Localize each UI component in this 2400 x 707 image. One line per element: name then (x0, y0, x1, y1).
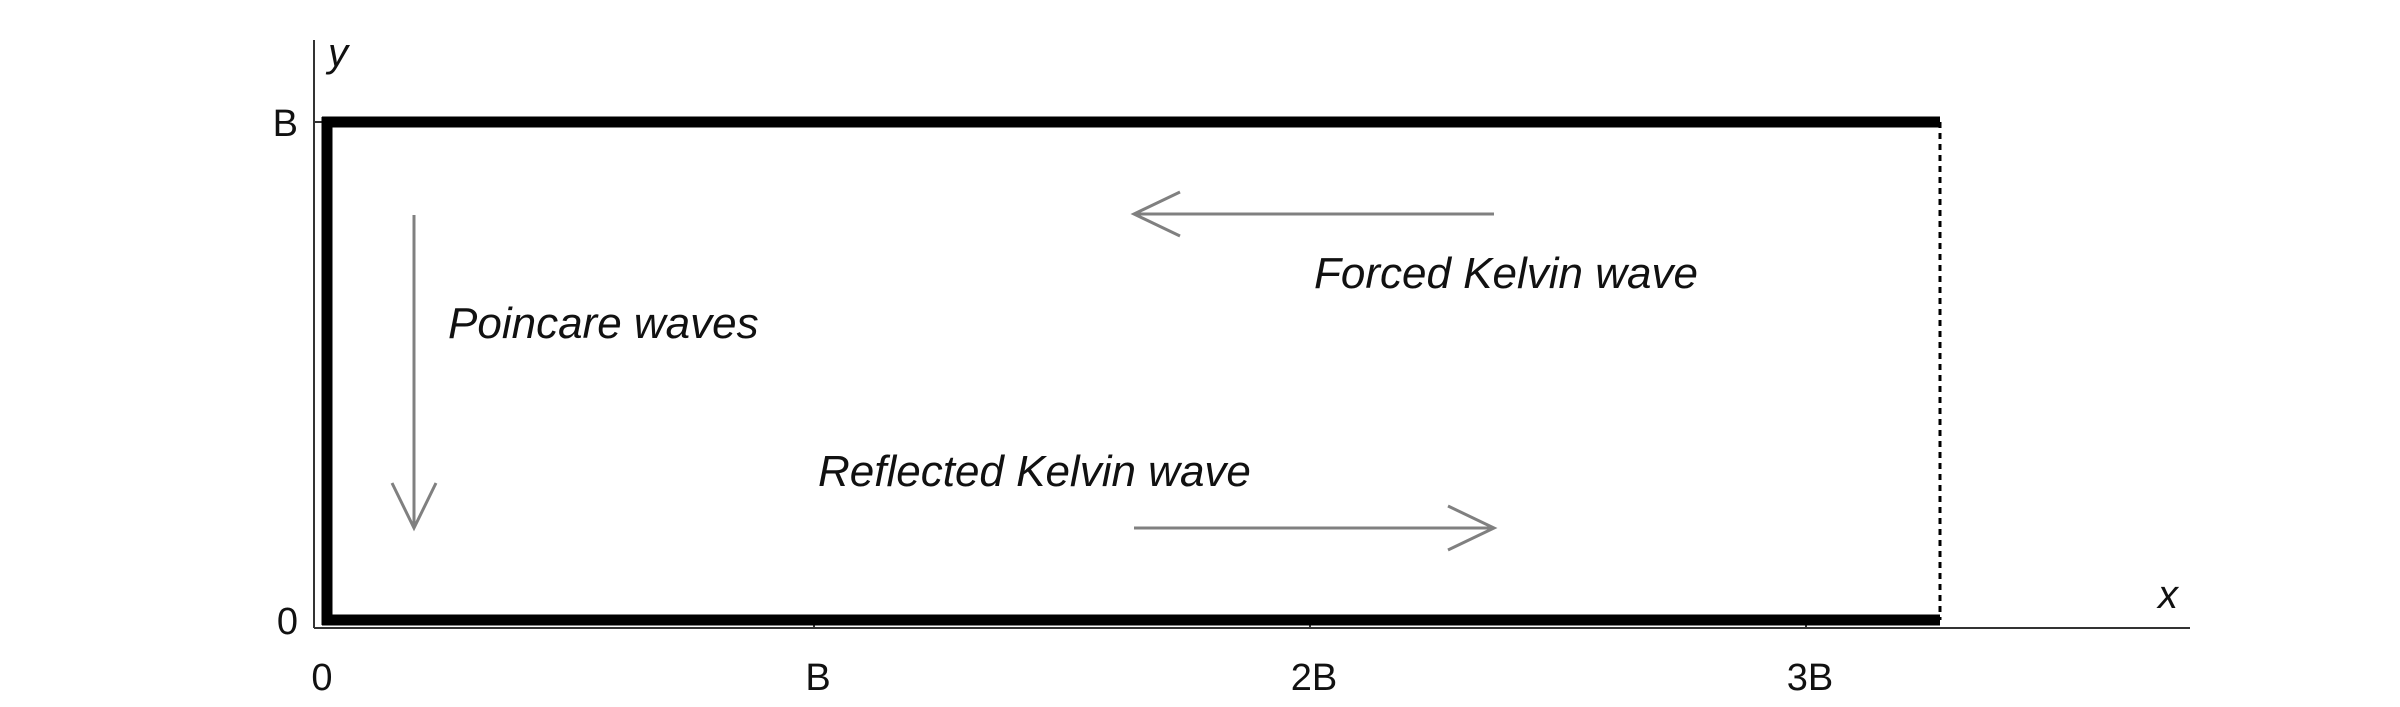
reflected-kelvin-wave-label: Reflected Kelvin wave (818, 447, 1251, 496)
reflected-kelvin-arrow (1134, 504, 1498, 552)
x-tick-label-0: 0 (311, 657, 332, 699)
x-tick-label-3b: 3B (1787, 657, 1833, 699)
x-tick-label-2b: 2B (1291, 657, 1337, 699)
y-axis-name: y (325, 31, 351, 75)
x-axis-name: x (2156, 573, 2180, 617)
poincare-arrow (390, 215, 438, 532)
forced-kelvin-wave-label: Forced Kelvin wave (1314, 249, 1698, 298)
poincare-waves-label: Poincare waves (448, 299, 759, 348)
x-tick-label-b: B (805, 657, 830, 699)
y-tick-label-0: 0 (277, 601, 298, 643)
forced-kelvin-arrow (1130, 190, 1494, 238)
y-tick-label-b: B (273, 103, 298, 145)
